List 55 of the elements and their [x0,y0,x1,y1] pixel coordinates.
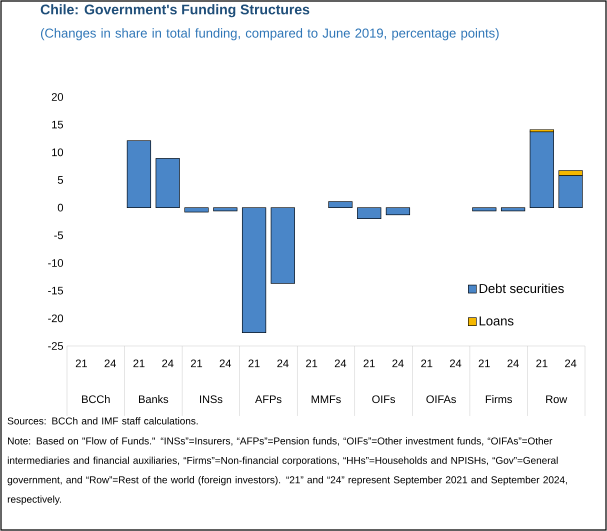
x-tick-label: 24 [104,360,116,368]
bar [328,201,352,208]
x-tick-label: 21 [248,360,260,368]
text: OIFs [372,395,396,404]
y-tick-label: 5 [58,176,64,184]
x-tick-label: 21 [421,360,432,368]
x-tick-label: 24 [220,360,232,368]
y-tick-label: 15 [52,120,64,128]
bar [357,207,382,220]
x-tick-label: 24 [450,360,462,368]
x-tick-label: 24 [162,360,174,368]
chart-subtitle: (Changes in share in total funding, compared to June 2019, percentage points) [41,28,499,40]
text: Firms [486,395,512,404]
bar [472,207,496,212]
bar [530,132,554,208]
x-tick-label: 21 [133,360,145,368]
bar [386,207,410,216]
text: Row [546,395,568,404]
x-tick-label: 21 [364,360,375,368]
bar [126,140,152,208]
x-tick-label: 21 [478,360,490,368]
y-tick-label: -10 [48,259,64,267]
x-tick-label: 24 [508,360,519,368]
y-tick-label: -5 [54,232,64,240]
bar [242,207,266,334]
source-note: Sources: BCCh and IMF staff calculations. [8,417,198,424]
text: MMFs [312,395,341,404]
x-tick-label: 21 [306,360,318,368]
chart-title: Chile: Government's Funding Structures [40,4,310,18]
text: BCCh [82,395,110,404]
y-tick-label: 20 [52,93,64,101]
text: OIFAs [426,395,456,404]
x-tick-label: 24 [334,360,346,368]
y-tick-label: -25 [48,342,64,350]
bar [270,207,295,284]
text: Banks [139,395,168,404]
y-tick-label: -15 [48,286,64,294]
legend-label: Loans [480,316,514,326]
x-tick-label: 24 [392,360,404,368]
bar [500,207,526,212]
bar [184,207,209,212]
bar [213,207,238,212]
y-tick-label: -20 [48,314,64,322]
x-tick-label: 24 [277,360,289,368]
bar [156,158,180,208]
legend-label: Debt securities [480,284,564,294]
y-tick-label: 0 [58,204,64,212]
text: AFPs [255,395,282,404]
y-tick-label: 10 [52,148,64,156]
x-tick-label: 21 [536,360,548,368]
text: Note: Based on "Flow of Funds." “INSs”=Insurers, “AFPs”=Pension funds, “OIFs”=Other investment funds, “OIFAs”=Other intermediaries and financial auxiliaries, “Firms”=Non-financial corporations, “HHs”=Households and NPISHs, “Gov”=General government, and “Row”=Rest of the world (foreign investors). “21” and “24” represent September 2021 and September 2024, respectively. [8,437,567,505]
x-tick-label: 21 [76,360,87,368]
x-tick-label: 21 [190,360,202,368]
text: INSs [200,395,222,404]
x-tick-label: 24 [565,360,576,368]
